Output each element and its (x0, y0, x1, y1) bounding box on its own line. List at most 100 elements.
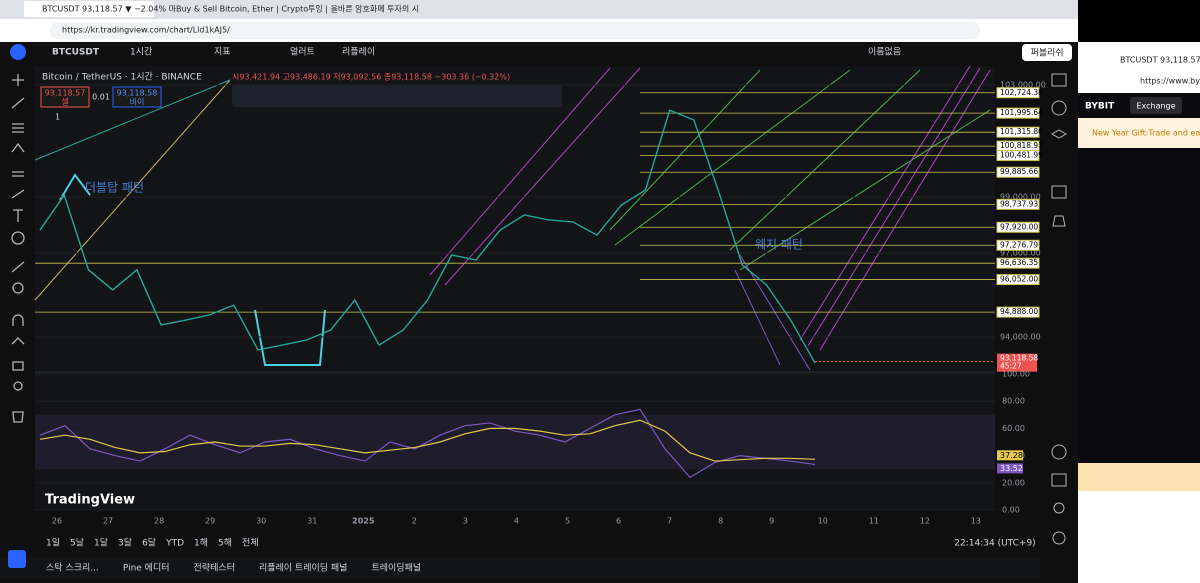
address-bar[interactable] (50, 22, 980, 39)
y-tick-label: 97,000.00 (1000, 249, 1041, 258)
x-tick-label: 9 (769, 517, 774, 526)
x-tick-label: 4 (514, 517, 519, 526)
active-tab[interactable] (24, 1, 154, 17)
replay[interactable]: 리플레이 (342, 47, 375, 58)
rsi-band (35, 414, 995, 470)
side-url[interactable]: https://www.bybit (1140, 77, 1200, 86)
tab[interactable]: 투잉 | 올바른 암호화폐 투자의 시 (308, 4, 419, 14)
clock: 22:14:34 (UTC+9) (954, 539, 1035, 549)
sell-price[interactable]: 93,118.57 (45, 89, 86, 98)
level-label: 99,885.66 (1000, 167, 1038, 176)
tab[interactable]: BTCUSDT 93,118.57 ▼ −2.04% 마 (42, 5, 177, 14)
rsi-line (39, 408, 816, 479)
panel-tab[interactable]: Pine 에디터 (123, 563, 170, 574)
buy-price[interactable]: 93,118.58 (117, 89, 158, 98)
y-tick-label: 99,000.00 (1000, 193, 1041, 202)
x-tick-label: 11 (869, 517, 879, 526)
interval[interactable]: 1시간 (130, 47, 152, 58)
indicator-count[interactable]: 1 (55, 113, 60, 122)
panel-tab[interactable]: 트레이딩패널 (371, 563, 421, 574)
level-tag (996, 126, 1040, 138)
x-tick-label: 30 (256, 517, 266, 526)
range-button[interactable]: 3달 (118, 537, 132, 549)
bottom-panel (0, 557, 1040, 579)
sell[interactable]: 셀 (61, 97, 68, 107)
x-tick-label: 8 (718, 517, 723, 526)
rsi-tick-label: 20.00 (1002, 478, 1025, 487)
x-tick-label: 28 (154, 517, 164, 526)
rsi-tick-label: 60.00 (1002, 424, 1025, 433)
panel-tab[interactable]: 리플레이 트레이딩 패널 (259, 563, 348, 574)
spread: 0.01 (92, 93, 110, 102)
side-tab[interactable]: BTCUSDT 93,118.57 ▼ −2.0 (1120, 56, 1200, 65)
y-tick-label: 103,000.00 (1000, 81, 1046, 90)
range-button[interactable]: 5해 (218, 538, 232, 549)
level-label: 102,724.38 (1000, 88, 1043, 97)
panel-tab[interactable]: 스탁 스크리... (46, 562, 99, 574)
x-tick-label: 26 (52, 517, 62, 526)
banner-bg (1078, 118, 1200, 148)
left-toolbar[interactable] (11, 74, 25, 423)
indicators[interactable]: 지표 (214, 47, 231, 58)
rsi-tick-label: 0.00 (1002, 506, 1020, 515)
level-tag (996, 221, 1040, 233)
x-tick-label: 3 (463, 517, 468, 526)
y-tick-label: 94,000.00 (1000, 333, 1041, 342)
alert[interactable]: 얼러트 (290, 47, 315, 58)
x-tick-label: 29 (205, 517, 215, 526)
publish-button[interactable] (1022, 44, 1072, 61)
ohlc: 시93,421.94 고93,486.19 저93,092.56 종93,118… (232, 73, 510, 82)
drawing-toolbar[interactable] (232, 85, 562, 107)
range-bar (35, 532, 1040, 554)
panel-tab[interactable]: 전략테스터 (194, 562, 235, 574)
level-label: 98,737.93 (1000, 199, 1038, 208)
x-tick-label: 31 (307, 517, 317, 526)
menu[interactable]: Exchange (1136, 102, 1175, 111)
sell-button[interactable] (40, 86, 90, 108)
annotation: 웨지 패턴 (755, 238, 803, 252)
level-tag (996, 198, 1040, 210)
level-label: 97,276.79 (1000, 240, 1038, 249)
rsi_ma-line (39, 419, 816, 462)
range-button[interactable]: YTD (165, 539, 184, 549)
tab[interactable]: Buy & Sell Bitcoin, Ether | Crypto (176, 5, 308, 14)
layout-name[interactable]: 이름없음 (868, 47, 901, 58)
rsi-tick-label: 100.00 (1002, 370, 1030, 379)
buy-button[interactable] (112, 86, 162, 108)
range-button[interactable]: 전체 (242, 538, 259, 549)
level-label: 100,481.99 (1000, 151, 1043, 160)
menu-tab[interactable] (1130, 97, 1182, 114)
rsi-tag (997, 463, 1023, 474)
bybit-logo[interactable]: BYBIT (1085, 102, 1115, 112)
level-label: 97,920.00 (1000, 222, 1038, 231)
x-tick-label: 6 (616, 517, 621, 526)
favorites[interactable] (8, 550, 26, 568)
range-button[interactable]: 1일 (46, 538, 60, 549)
publish[interactable]: 퍼블리쉬 (1030, 48, 1063, 59)
x-tick-label: 27 (103, 517, 113, 526)
rsi-value: 37.28 (1000, 451, 1023, 460)
banner[interactable]: New Year Gift:Trade and earn (1092, 129, 1200, 138)
level-tag (996, 306, 1040, 318)
watermark: TradingView (45, 493, 135, 508)
range-button[interactable]: 6달 (142, 537, 156, 549)
buy[interactable]: 바이 (130, 97, 145, 107)
rsi-tag (997, 450, 1023, 461)
right-toolbar[interactable] (1040, 66, 1076, 583)
rsi-tick-label: 80.00 (1002, 397, 1025, 406)
url[interactable]: https://kr.tradingview.com/chart/Lld1kAJ… (62, 26, 230, 35)
range-button[interactable]: 1달 (94, 537, 108, 549)
symbol[interactable]: BTCUSDT (52, 48, 100, 58)
countdown: 45:27 (1000, 362, 1022, 371)
x-tick-label: 13 (971, 517, 981, 526)
x-tick-label: 10 (818, 517, 828, 526)
range-button[interactable]: 5날 (70, 538, 84, 549)
x-tick-label: 12 (920, 517, 930, 526)
right-icons[interactable] (1050, 73, 1068, 545)
bybit-strip (1078, 463, 1200, 491)
chart-area (35, 66, 995, 510)
range-button[interactable]: 1해 (194, 538, 208, 549)
profile[interactable] (10, 44, 26, 60)
symbol-title: Bitcoin / TetherUS · 1시간 · BINANCE (42, 72, 202, 83)
